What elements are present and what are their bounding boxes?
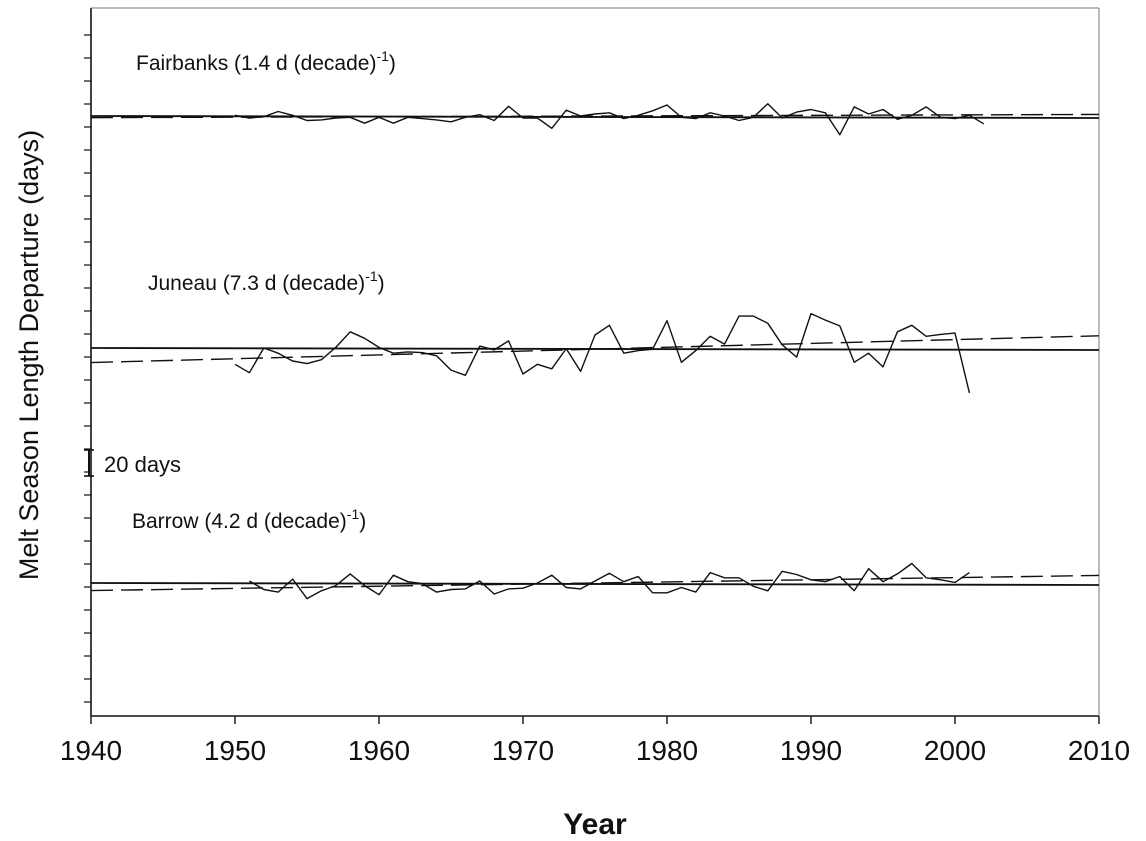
x-tick-label: 2010 (1068, 735, 1130, 766)
series-line-fairbanks (235, 104, 984, 135)
x-tick-label: 1950 (204, 735, 266, 766)
x-tick-label: 1990 (780, 735, 842, 766)
series-label-barrow: Barrow (4.2 d (decade)-1) (132, 506, 366, 533)
series-label-juneau-exponent: -1 (365, 268, 378, 284)
x-tick-label: 1940 (60, 735, 122, 766)
x-axis-title: Year (563, 808, 627, 841)
series-line-juneau (235, 314, 969, 393)
y-axis-ticks (84, 35, 91, 702)
y-axis-title: Melt Season Length Departure (days) (14, 130, 44, 580)
zero-line-barrow (91, 583, 1099, 585)
x-tick-label: 2000 (924, 735, 986, 766)
series-label-fairbanks-exponent: -1 (376, 48, 389, 64)
series-label-barrow-exponent: -1 (347, 506, 360, 522)
zero-line-juneau (91, 348, 1099, 350)
series-line-barrow (249, 564, 969, 599)
x-tick-label: 1970 (492, 735, 554, 766)
scale-bar-label: 20 days (104, 452, 181, 477)
x-axis-ticks: 1940 1950 1960 1970 1980 1990 2000 2010 (60, 716, 1130, 766)
series-label-juneau: Juneau (7.3 d (decade)-1) (148, 268, 385, 295)
scale-bar: 20 days (84, 450, 181, 477)
series-label-fairbanks: Fairbanks (1.4 d (decade)-1) (136, 48, 396, 75)
x-tick-label: 1980 (636, 735, 698, 766)
x-tick-label: 1960 (348, 735, 410, 766)
